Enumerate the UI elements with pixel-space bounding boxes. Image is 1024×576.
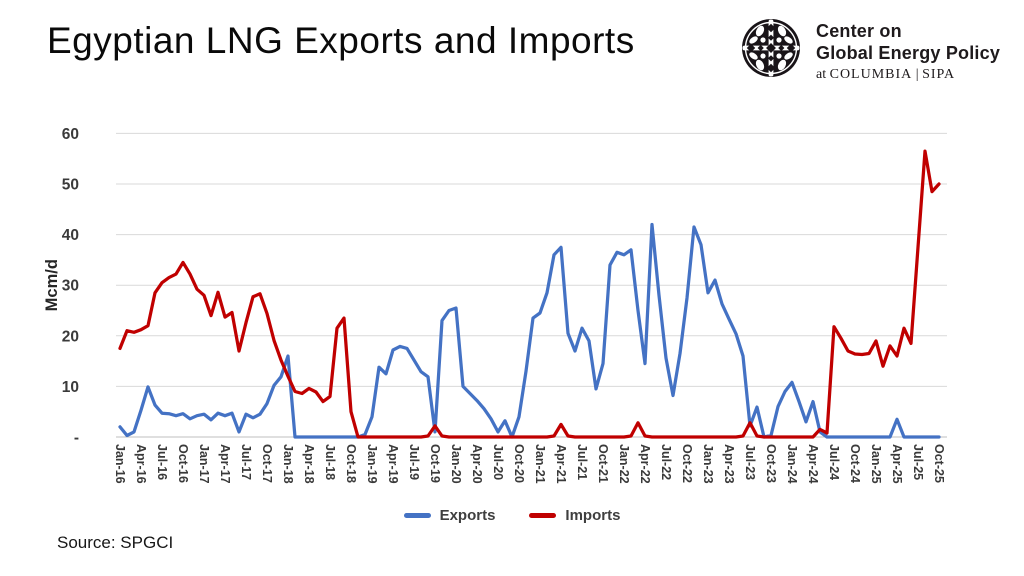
x-tick-label: Oct-18 — [344, 444, 358, 483]
x-tick-label: Oct-20 — [512, 444, 526, 483]
chart-legend: Exports Imports — [0, 507, 1024, 524]
x-tick-label: Jul-20 — [491, 444, 505, 480]
x-tick-label: Apr-17 — [218, 444, 232, 484]
x-tick-label: Jan-19 — [365, 444, 379, 484]
y-tick-label: 40 — [62, 227, 79, 244]
x-tick-label: Jul-22 — [659, 444, 673, 480]
y-tick-label: 50 — [62, 177, 79, 194]
y-tick-label: - — [74, 430, 79, 447]
x-tick-label: Jan-25 — [869, 444, 883, 484]
x-tick-label: Oct-24 — [848, 444, 862, 483]
x-tick-label: Oct-19 — [428, 444, 442, 483]
legend-item-exports: Exports — [403, 507, 496, 524]
cgep-logo-text: Center on Global Energy Policy at COLUMB… — [816, 16, 1000, 83]
logo-line-1: Center on — [816, 21, 902, 41]
x-tick-label: Jan-17 — [197, 444, 211, 484]
x-tick-label: Jan-16 — [113, 444, 127, 484]
cgep-logo: Center on Global Energy Policy at COLUMB… — [740, 16, 1000, 83]
y-tick-label: 10 — [62, 379, 79, 396]
x-tick-label: Apr-24 — [806, 444, 820, 484]
x-tick-label: Jul-23 — [743, 444, 757, 480]
x-tick-label: Jan-18 — [281, 444, 295, 484]
page-title: Egyptian LNG Exports and Imports — [47, 20, 635, 61]
x-tick-label: Oct-21 — [596, 444, 610, 483]
y-axis-title: Mcm/d — [43, 259, 61, 311]
x-tick-label: Apr-18 — [302, 444, 316, 484]
y-tick-label: 30 — [62, 278, 79, 295]
x-tick-label: Jul-21 — [575, 444, 589, 480]
x-tick-label: Apr-23 — [722, 444, 736, 484]
x-tick-label: Jan-24 — [785, 444, 799, 484]
source-note: Source: SPGCI — [57, 533, 174, 552]
x-tick-label: Oct-17 — [260, 444, 274, 483]
x-tick-label: Jul-18 — [323, 444, 337, 480]
legend-item-imports: Imports — [529, 507, 620, 524]
x-tick-label: Jul-16 — [155, 444, 169, 480]
legend-label-exports: Exports — [439, 507, 496, 524]
x-tick-label: Jul-24 — [827, 444, 841, 480]
y-tick-label: 60 — [62, 126, 79, 143]
legend-label-imports: Imports — [565, 507, 621, 524]
x-tick-label: Jan-20 — [449, 444, 463, 484]
imports-line — [118, 149, 941, 439]
x-tick-label: Apr-21 — [554, 444, 568, 484]
x-tick-label: Apr-25 — [890, 444, 904, 484]
x-tick-label: Oct-23 — [764, 444, 778, 483]
logo-line-3: at COLUMBIA | SIPA — [816, 67, 956, 82]
x-tick-label: Jul-17 — [239, 444, 253, 480]
y-tick-label: 20 — [62, 328, 79, 345]
x-tick-label: Oct-16 — [176, 444, 190, 483]
exports-line — [118, 222, 941, 439]
x-tick-label: Jan-22 — [617, 444, 631, 484]
x-tick-label: Jul-19 — [407, 444, 421, 480]
cgep-globe-icon — [742, 19, 800, 77]
x-tick-label: Apr-22 — [638, 444, 652, 484]
x-tick-label: Jul-25 — [911, 444, 925, 480]
x-tick-label: Oct-25 — [932, 444, 946, 483]
x-tick-label: Apr-19 — [386, 444, 400, 484]
x-tick-label: Jan-21 — [533, 444, 547, 484]
imports-line-swatch — [529, 513, 557, 518]
logo-line-2: Global Energy Policy — [816, 43, 1001, 63]
x-tick-label: Oct-22 — [680, 444, 694, 483]
x-tick-label: Jan-23 — [701, 444, 715, 484]
x-tick-label: Apr-20 — [470, 444, 484, 484]
x-tick-label: Apr-16 — [134, 444, 148, 484]
exports-line-swatch — [403, 513, 431, 518]
